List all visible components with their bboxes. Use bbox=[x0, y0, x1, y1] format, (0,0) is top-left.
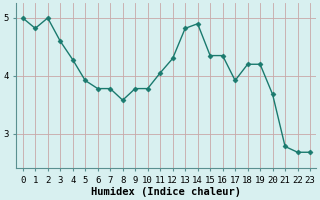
X-axis label: Humidex (Indice chaleur): Humidex (Indice chaleur) bbox=[92, 186, 241, 197]
